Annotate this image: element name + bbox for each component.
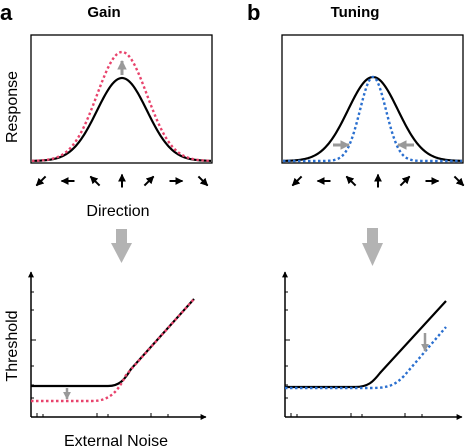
direction-arrows-tuning [291, 173, 465, 188]
direction-arrow-icon [291, 175, 303, 187]
tuning-threshold-baseline-curve [285, 300, 447, 389]
direction-arrow-icon [197, 175, 209, 187]
tuning-baseline-curve [282, 75, 463, 162]
gain-threshold-ticks [31, 291, 169, 417]
panel-letter-b: b [247, 0, 260, 25]
gain-threshold-baseline-curve [31, 298, 195, 388]
tuning-threshold-ticks [285, 291, 423, 417]
gain-threshold-plot [28, 271, 207, 420]
noise-axis-label: External Noise [64, 433, 168, 448]
gain-increased-curve [31, 50, 212, 163]
tuning-down-arrow-icon [362, 228, 383, 266]
direction-arrow-icon [35, 175, 47, 187]
threshold-axis-label: Threshold [4, 310, 21, 381]
direction-arrow-icon [453, 175, 465, 187]
direction-arrow-icon [345, 175, 357, 187]
gain-tuning-frame [30, 34, 213, 164]
tuning-threshold-plot [282, 271, 463, 420]
direction-arrow-icon [89, 175, 101, 187]
panel-title-tuning: Tuning [331, 4, 380, 21]
tuning-threshold-lowered-curve [285, 326, 447, 390]
direction-arrow-icon [399, 175, 411, 187]
tuning-frame [281, 34, 464, 164]
direction-arrow-icon [143, 175, 155, 187]
response-axis-label: Response [4, 71, 21, 143]
panel-letter-a: a [0, 0, 13, 25]
gain-tuning-plot [30, 34, 213, 164]
tuning-sharpened-curve [283, 75, 462, 163]
direction-axis-label: Direction [86, 203, 149, 220]
direction-arrows-gain [35, 173, 209, 188]
panel-title-gain: Gain [87, 4, 120, 21]
gain-down-arrow-icon [111, 229, 132, 263]
gain-baseline-curve [31, 76, 212, 162]
gain-threshold-lowered-curve [31, 298, 195, 403]
tuning-plot [281, 34, 464, 164]
